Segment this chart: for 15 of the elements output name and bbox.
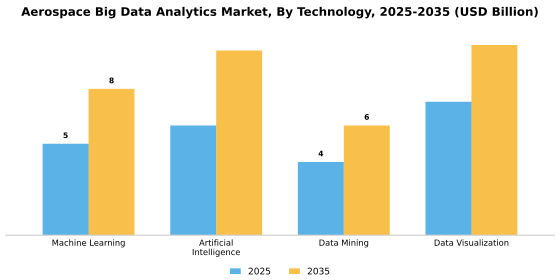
x-tick-label: Data Mining (320, 239, 368, 248)
x-tick-label: Artificial Intelligence (192, 239, 240, 257)
legend-label: 2035 (308, 268, 330, 275)
bar (216, 50, 262, 236)
x-tick-label: Data Visualization (434, 239, 508, 246)
bar (42, 144, 89, 236)
bar (88, 88, 135, 236)
x-tick-label: Machine Learning (52, 239, 125, 248)
bar (471, 45, 518, 236)
bar (344, 125, 390, 236)
legend-label: 2025 (248, 268, 270, 275)
bar (170, 125, 216, 236)
chart-title: Aerospace Big Data Analytics Market, By Technology, 2025-2035 (USD Billion) (21, 6, 538, 18)
bar (425, 102, 472, 236)
bar (298, 162, 344, 236)
